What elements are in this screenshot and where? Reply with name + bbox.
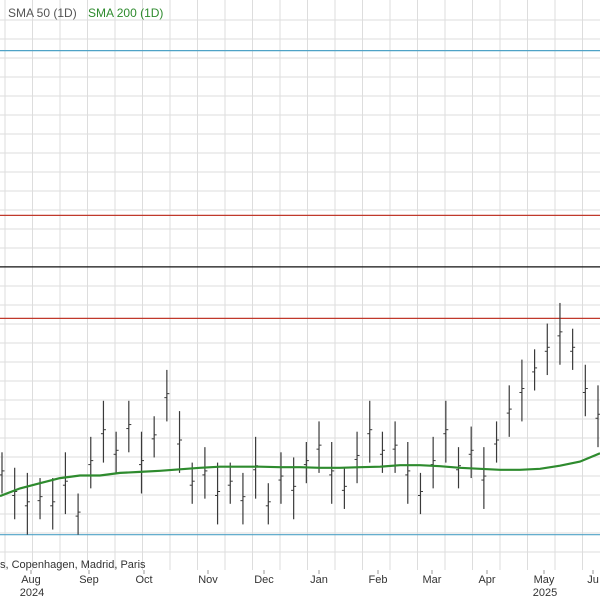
horizontal-gridlines — [0, 19, 600, 553]
sma-lines — [0, 452, 600, 498]
x-tick-month: Apr — [478, 574, 495, 586]
legend-sma50[interactable]: SMA 50 (1D) — [8, 6, 77, 20]
sma200-line — [0, 452, 600, 498]
price-bars — [0, 302, 600, 535]
vertical-gridlines — [4, 0, 583, 570]
x-tick-month: Ju — [587, 574, 599, 586]
x-tick-month: May — [534, 574, 555, 586]
x-tick-month: Sep — [79, 574, 99, 586]
legend-sma200[interactable]: SMA 200 (1D) — [88, 6, 164, 20]
exchanges-label: s, Copenhagen, Madrid, Paris — [0, 559, 146, 571]
x-tick-month: Oct — [135, 574, 152, 586]
x-tick-month: Nov — [198, 574, 218, 586]
x-tick-year: 2024 — [20, 587, 44, 599]
x-tick-month: Jan — [310, 574, 328, 586]
x-tick-month: Dec — [254, 574, 274, 586]
legend: SMA 50 (1D) SMA 200 (1D) — [8, 6, 171, 20]
x-tick-year: 2025 — [533, 587, 557, 599]
x-tick-month: Feb — [369, 574, 388, 586]
reference-lines — [0, 49, 600, 536]
x-tick-month: Mar — [423, 574, 442, 586]
x-tick-month: Aug — [21, 574, 41, 586]
